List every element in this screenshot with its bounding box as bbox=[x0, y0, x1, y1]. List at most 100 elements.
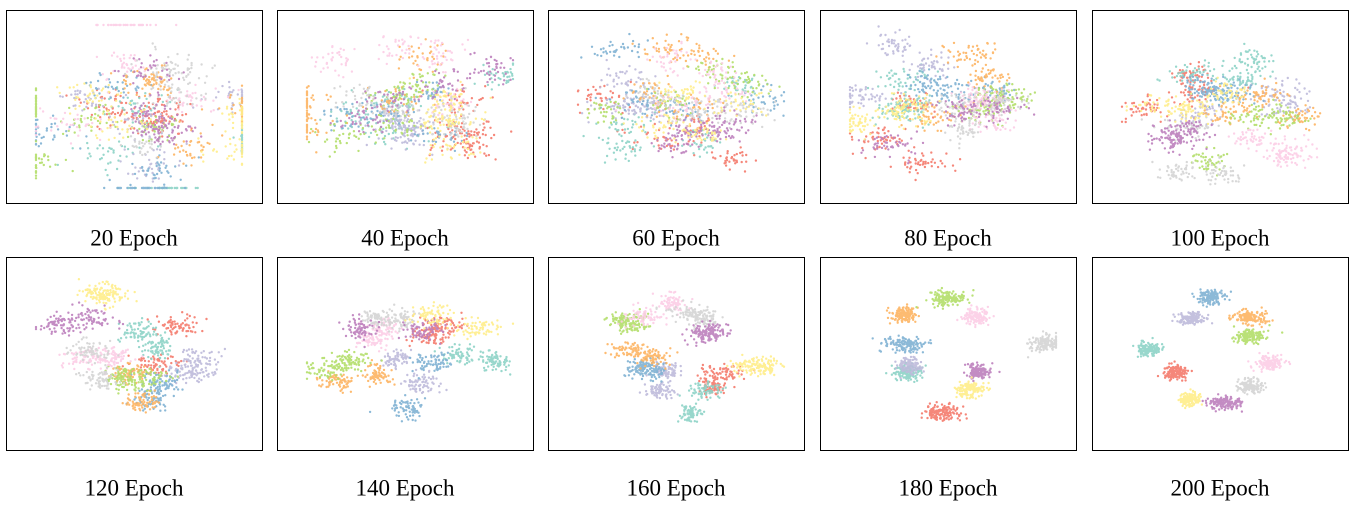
point-cluster bbox=[1177, 388, 1204, 410]
point-cluster bbox=[1182, 73, 1265, 109]
point-cluster bbox=[866, 63, 940, 129]
point-cluster bbox=[953, 376, 992, 400]
point-cluster bbox=[333, 83, 487, 150]
tsne-panel: 180 Epoch bbox=[820, 257, 1077, 500]
point-cluster bbox=[353, 317, 406, 353]
point-cluster bbox=[885, 303, 920, 325]
tsne-panel: 140 Epoch bbox=[277, 257, 534, 500]
point-cluster bbox=[65, 336, 126, 391]
panel-frame bbox=[548, 10, 805, 204]
tsne-panel: 80 Epoch bbox=[820, 10, 1077, 250]
point-cluster bbox=[1026, 330, 1058, 359]
point-cluster bbox=[338, 313, 447, 349]
point-cluster bbox=[76, 278, 138, 311]
point-cluster bbox=[59, 80, 244, 183]
point-cluster bbox=[603, 308, 652, 335]
tsne-panel: 160 Epoch bbox=[548, 257, 805, 500]
point-cluster bbox=[956, 304, 995, 329]
point-cluster bbox=[576, 80, 758, 173]
point-cluster bbox=[848, 25, 956, 109]
point-cluster bbox=[119, 42, 216, 159]
tsne-panel: 200 Epoch bbox=[1092, 257, 1349, 500]
point-cluster bbox=[1173, 76, 1312, 126]
point-cluster bbox=[871, 334, 933, 354]
point-cluster bbox=[160, 347, 227, 386]
point-cluster bbox=[922, 91, 1030, 150]
point-cluster bbox=[1235, 376, 1268, 396]
point-cluster bbox=[604, 341, 679, 370]
panel-caption: 40 Epoch bbox=[361, 225, 449, 250]
point-cluster bbox=[421, 83, 513, 161]
point-cluster bbox=[857, 95, 1036, 165]
point-cluster bbox=[34, 301, 125, 337]
point-cluster bbox=[1228, 306, 1274, 329]
point-cluster bbox=[104, 365, 179, 395]
tsne-panel: 20 Epoch bbox=[6, 10, 263, 250]
point-cluster bbox=[1125, 76, 1246, 126]
point-cluster bbox=[107, 361, 161, 414]
point-cluster bbox=[622, 32, 736, 122]
point-cluster bbox=[1191, 288, 1233, 308]
point-cluster bbox=[380, 348, 448, 395]
point-cluster bbox=[622, 79, 772, 144]
point-cluster bbox=[1120, 60, 1250, 124]
point-cluster bbox=[34, 87, 178, 180]
point-cluster bbox=[1132, 336, 1165, 358]
point-cluster bbox=[408, 77, 492, 164]
point-cluster bbox=[315, 359, 396, 394]
panel-caption: 160 Epoch bbox=[626, 475, 726, 500]
point-cluster bbox=[1156, 42, 1275, 90]
point-cluster bbox=[58, 346, 144, 376]
point-cluster bbox=[915, 286, 975, 310]
point-cluster bbox=[405, 311, 469, 348]
tsne-panel: 40 Epoch bbox=[277, 10, 534, 250]
point-cluster bbox=[1231, 324, 1284, 346]
point-cluster bbox=[582, 74, 756, 164]
panel-caption: 100 Epoch bbox=[1170, 225, 1270, 250]
point-cluster bbox=[1190, 98, 1312, 177]
point-cluster bbox=[586, 57, 781, 124]
point-cluster bbox=[677, 380, 727, 423]
point-cluster bbox=[894, 355, 925, 380]
point-cluster bbox=[655, 299, 724, 332]
point-cluster bbox=[1201, 393, 1244, 413]
point-cluster bbox=[726, 353, 786, 378]
point-cluster bbox=[681, 319, 732, 347]
panel-caption: 20 Epoch bbox=[90, 225, 178, 250]
point-cluster bbox=[1147, 117, 1217, 157]
point-cluster bbox=[329, 51, 515, 134]
point-cluster bbox=[696, 362, 756, 399]
panel-caption: 180 Epoch bbox=[898, 475, 998, 500]
point-cluster bbox=[650, 106, 758, 159]
tsne-panel: 60 Epoch bbox=[548, 10, 805, 250]
point-cluster bbox=[625, 77, 777, 130]
point-cluster bbox=[638, 360, 683, 400]
point-cluster bbox=[305, 348, 383, 382]
panel-caption: 120 Epoch bbox=[84, 475, 184, 500]
point-cluster bbox=[1202, 77, 1322, 132]
panel-frame bbox=[6, 257, 263, 451]
panel-frame bbox=[548, 257, 805, 451]
point-cluster bbox=[617, 290, 694, 329]
point-cluster bbox=[305, 38, 448, 154]
point-cluster bbox=[113, 54, 203, 146]
point-cluster bbox=[1247, 351, 1292, 373]
point-cluster bbox=[1156, 360, 1193, 382]
panel-frame bbox=[277, 10, 534, 204]
point-cluster bbox=[623, 356, 668, 383]
panel-frame bbox=[1092, 257, 1349, 451]
point-cluster bbox=[404, 301, 515, 341]
point-cluster bbox=[1227, 128, 1319, 170]
point-cluster bbox=[848, 91, 962, 182]
point-cluster bbox=[1171, 310, 1214, 326]
point-cluster bbox=[433, 343, 512, 376]
panel-caption: 140 Epoch bbox=[355, 475, 455, 500]
panel-frame bbox=[820, 257, 1077, 451]
panel-caption: 200 Epoch bbox=[1170, 475, 1270, 500]
point-cluster bbox=[920, 401, 968, 422]
tsne-panel: 100 Epoch bbox=[1092, 10, 1349, 250]
tsne-panel: 120 Epoch bbox=[6, 257, 263, 500]
panel-caption: 60 Epoch bbox=[632, 225, 720, 250]
